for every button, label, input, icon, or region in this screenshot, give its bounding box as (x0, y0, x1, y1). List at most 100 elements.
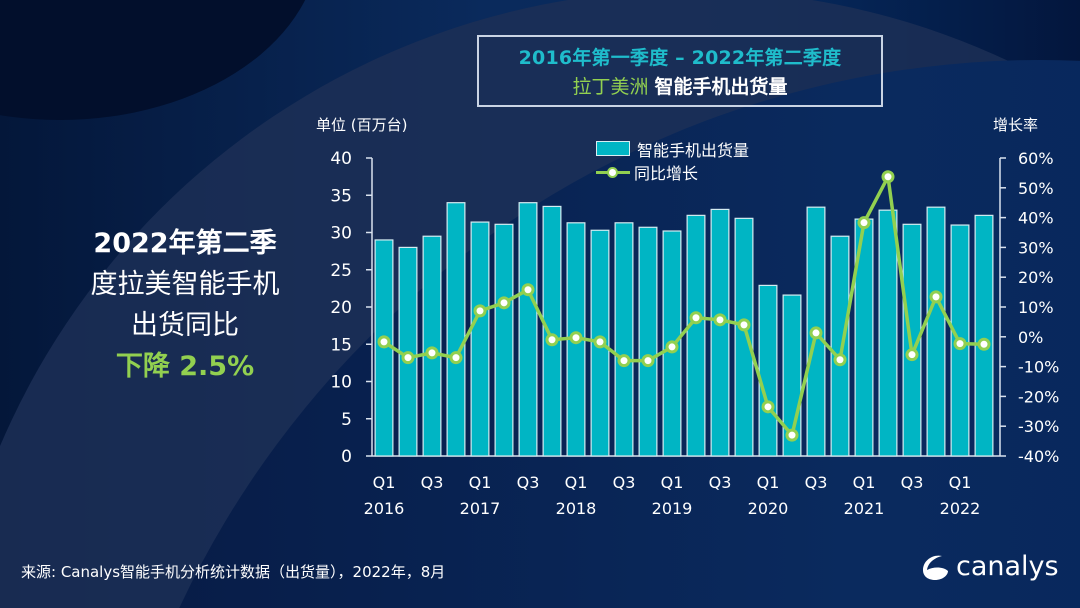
growth-point (761, 400, 775, 414)
canalys-logo: canalys (920, 551, 1059, 582)
growth-point (593, 335, 607, 349)
right-axis-tick-label: -20% (1018, 387, 1059, 406)
bar-shipments (494, 223, 514, 457)
growth-point (809, 326, 823, 340)
growth-point (665, 340, 679, 354)
left-axis-label: 单位 (百万台) (316, 116, 408, 134)
bar-shipments (734, 217, 754, 457)
x-tick-quarter-label: Q3 (901, 473, 924, 492)
bar-shipments (902, 223, 922, 457)
right-axis-tick-label: -10% (1018, 358, 1059, 377)
left-axis-tick-label: 20 (330, 298, 352, 318)
bar-shipments (542, 205, 562, 457)
legend-label-shipments: 智能手机出货量 (637, 140, 750, 160)
x-tick-quarter-label: Q3 (709, 473, 732, 492)
bar-shipments (446, 202, 466, 457)
right-axis-tick-label: 0% (1018, 328, 1043, 347)
growth-point (905, 348, 919, 362)
legend-line-marker-icon (596, 165, 630, 179)
growth-point (833, 353, 847, 367)
x-tick-quarter-label: Q1 (949, 473, 972, 492)
bar-shipments (710, 208, 730, 457)
right-axis-tick-label: -40% (1018, 447, 1059, 466)
bar-shipments (830, 235, 850, 457)
growth-point (425, 346, 439, 360)
x-tick-year-label: 2016 (364, 499, 405, 518)
x-tick-year-label: 2018 (556, 499, 597, 518)
growth-point (929, 290, 943, 304)
x-tick-quarter-label: Q1 (469, 473, 492, 492)
left-axis-tick-label: 35 (330, 186, 352, 206)
x-tick-year-label: 2020 (748, 499, 789, 518)
left-axis-tick-label: 40 (330, 149, 352, 169)
growth-point (641, 354, 655, 368)
left-axis-tick-label: 15 (330, 335, 352, 355)
growth-point (545, 333, 559, 347)
right-axis-tick-label: -30% (1018, 417, 1059, 436)
legend-item-shipments: 智能手机出货量 (596, 137, 749, 160)
bar-shipments (422, 235, 442, 457)
headline-line-1: 2022年第二季 (93, 228, 277, 259)
legend-item-growth: 同比增长 (596, 160, 749, 183)
chart-title-period: 2016年第一季度 – 2022年第二季度 (518, 47, 842, 69)
growth-point (785, 428, 799, 442)
chart-title-subject: 拉丁美洲 智能手机出货量 (479, 72, 881, 99)
legend-label-growth: 同比增长 (634, 163, 699, 183)
growth-point (737, 318, 751, 332)
growth-point (569, 331, 583, 345)
growth-point (857, 216, 871, 230)
growth-point (473, 304, 487, 318)
growth-point (449, 351, 463, 365)
x-tick-year-label: 2019 (652, 499, 693, 518)
growth-point (617, 354, 631, 368)
headline-line-2: 度拉美智能手机 (90, 269, 280, 300)
bar-shipments (638, 226, 658, 457)
left-axis-tick-label: 25 (330, 261, 352, 281)
right-axis-tick-label: 50% (1018, 179, 1054, 198)
growth-point (953, 337, 967, 351)
right-axis-label: 增长率 (993, 116, 1039, 134)
growth-point (521, 283, 535, 297)
right-axis-tick-label: 30% (1018, 238, 1054, 257)
bar-shipments (470, 221, 490, 457)
growth-point (377, 335, 391, 349)
x-tick-quarter-label: Q3 (805, 473, 828, 492)
legend: 智能手机出货量 同比增长 (596, 137, 749, 183)
x-tick-quarter-label: Q1 (373, 473, 396, 492)
canalys-logo-text: canalys (956, 551, 1059, 582)
source-note: 来源: Canalys智能手机分析统计数据（出货量），2022年，8月 (21, 563, 446, 581)
chart-title-region: 拉丁美洲 (572, 76, 649, 98)
left-axis-tick-label: 0 (341, 447, 352, 467)
bar-shipments (926, 206, 946, 457)
bar-shipments (518, 202, 538, 457)
x-tick-quarter-label: Q3 (613, 473, 636, 492)
growth-point (497, 296, 511, 310)
chart-title-metric: 智能手机出货量 (654, 76, 788, 98)
left-axis-tick-label: 30 (330, 224, 352, 244)
right-axis-tick-label: 60% (1018, 149, 1054, 168)
left-axis-tick-label: 10 (330, 373, 352, 393)
growth-point (713, 313, 727, 327)
chart-title-box: 2016年第一季度 – 2022年第二季度 拉丁美洲 智能手机出货量 (477, 35, 883, 107)
x-tick-quarter-label: Q1 (565, 473, 588, 492)
x-tick-year-label: 2017 (460, 499, 501, 518)
canalys-logo-icon (923, 555, 948, 580)
bar-shipments (758, 284, 778, 457)
right-axis-tick-label: 40% (1018, 209, 1054, 228)
left-axis-tick-label: 5 (341, 410, 352, 430)
growth-point (401, 351, 415, 365)
growth-point (689, 311, 703, 325)
bar-shipments (878, 209, 898, 457)
x-tick-year-label: 2022 (940, 499, 981, 518)
bar-shipments (614, 222, 634, 457)
x-tick-year-label: 2021 (844, 499, 885, 518)
legend-bar-swatch-icon (596, 141, 630, 156)
x-tick-quarter-label: Q1 (661, 473, 684, 492)
bar-shipments (686, 214, 706, 457)
headline-decline-value: 下降 2.5% (115, 351, 255, 382)
x-tick-quarter-label: Q1 (757, 473, 780, 492)
x-tick-quarter-label: Q1 (853, 473, 876, 492)
x-tick-quarter-label: Q3 (517, 473, 540, 492)
